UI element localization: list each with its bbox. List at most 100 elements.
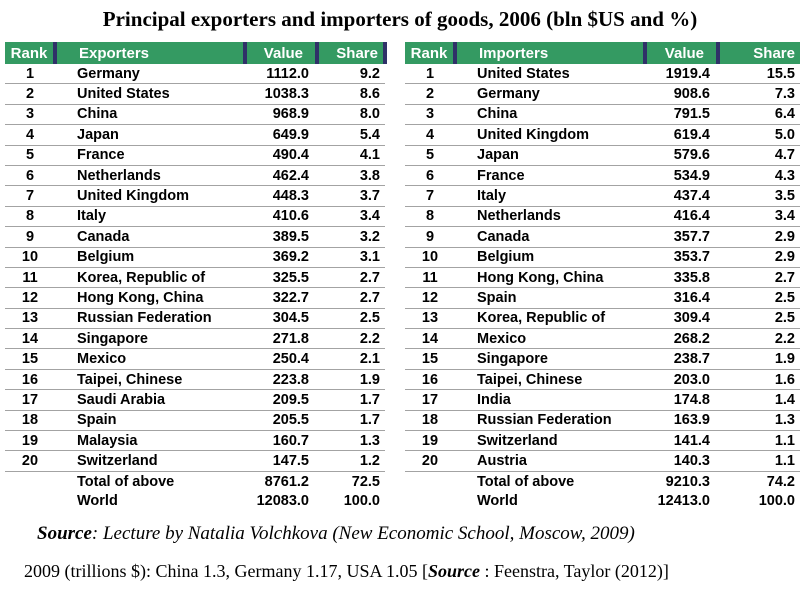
rank-cell: 11 [405,267,455,289]
value-cell: 309.4 [645,308,718,330]
country-cell: United Kingdom [55,185,245,207]
share-cell: 1.1 [718,430,800,452]
country-cell: Italy [455,185,645,207]
country-cell: Singapore [455,348,645,370]
rank-cell: 4 [5,124,55,146]
value-cell: 325.5 [245,267,317,289]
share-cell: 7.3 [718,83,800,105]
country-cell: Germany [455,83,645,105]
footnote-suffix: : Feenstra, Taylor (2012)] [480,561,669,581]
rank-cell: 7 [405,185,455,207]
share-cell: 3.4 [317,206,385,228]
importers-header-row: Rank Importers Value Share [405,42,800,64]
total-row: Total of above 9210.3 74.2 [405,471,800,491]
country-cell: United States [455,64,645,85]
share-cell: 2.5 [718,287,800,309]
table-row: 15 Mexico 250.4 2.1 [5,348,385,370]
value-cell: 8761.2 [264,473,309,490]
share-cell: 3.8 [317,165,385,187]
country-cell: Netherlands [55,165,245,187]
share-cell: 2.2 [718,328,800,350]
column-header-share: Share [315,42,387,64]
share-cell: 1.6 [718,369,800,391]
share-cell: 2.7 [718,267,800,289]
value-cell: 534.9 [645,165,718,187]
share-cell: 8.0 [317,104,385,126]
share-cell: 5.4 [317,124,385,146]
table-row: 20 Austria 140.3 1.1 [405,450,800,472]
country-cell: Germany [55,64,245,85]
table-row: 6 France 534.9 4.3 [405,165,800,187]
country-cell: France [455,165,645,187]
share-cell: 1.4 [718,389,800,411]
share-cell: 2.7 [317,287,385,309]
table-row: 19 Malaysia 160.7 1.3 [5,430,385,452]
rank-cell: 6 [5,165,55,187]
rank-cell [5,471,55,491]
value-cell: 163.9 [645,410,718,432]
value-cell: 12083.0 [256,492,309,509]
table-row: 10 Belgium 353.7 2.9 [405,247,800,268]
table-row: 18 Spain 205.5 1.7 [5,410,385,432]
column-header-importers: Importers [453,42,645,64]
value-cell: 209.5 [245,389,317,411]
country-cell: China [55,104,245,126]
country-cell: France [55,145,245,166]
country-cell: Spain [55,410,245,432]
total-row: World 12083.0 100.0 [5,491,385,510]
share-cell: 4.3 [718,165,800,187]
share-cell: 3.5 [718,185,800,207]
rank-cell: 13 [405,308,455,330]
country-cell: Switzerland [455,430,645,452]
country-cell: Canada [55,226,245,248]
share-cell: 4.7 [718,145,800,166]
table-row: 1 Germany 1112.0 9.2 [5,64,385,85]
country-cell: Mexico [455,328,645,350]
value-cell: 410.6 [245,206,317,228]
importers-table: Rank Importers Value Share 1 United States 19… [405,42,800,511]
exporters-header-row: Rank Exporters Value Share [5,42,387,64]
rank-cell: 1 [5,64,55,85]
value-cell: 205.5 [245,410,317,432]
share-cell: 1.3 [718,410,800,432]
share-cell: 1.2 [317,450,385,472]
table-row: 13 Korea, Republic of 309.4 2.5 [405,308,800,330]
column-header-value: Value [643,42,718,64]
rank-cell [405,491,455,510]
share-cell: 74.2 [766,473,795,490]
country-cell: Hong Kong, China [55,287,245,309]
share-cell: 2.2 [317,328,385,350]
table-row: 18 Russian Federation 163.9 1.3 [405,410,800,432]
value-cell: 304.5 [245,308,317,330]
value-cell: 140.3 [645,450,718,472]
share-cell: 2.1 [317,348,385,370]
rank-cell [405,471,455,491]
table-row: 13 Russian Federation 304.5 2.5 [5,308,385,330]
share-cell: 3.7 [317,185,385,207]
share-cell: 2.5 [718,308,800,330]
share-cell: 100.0 [343,492,380,509]
share-cell: 2.9 [718,247,800,268]
country-cell: Russian Federation [55,308,245,330]
rank-cell: 10 [5,247,55,268]
rank-cell: 12 [5,287,55,309]
value-cell: 1038.3 [245,83,317,105]
value-cell: 908.6 [645,83,718,105]
table-row: 9 Canada 389.5 3.2 [5,226,385,248]
rank-cell: 11 [5,267,55,289]
table-row: 5 France 490.4 4.1 [5,145,385,166]
table-row: 10 Belgium 369.2 3.1 [5,247,385,268]
footnote-2009-values: 2009 (trillions $): China 1.3, Germany 1… [24,561,669,582]
share-cell: 3.1 [317,247,385,268]
value-cell: 268.2 [645,328,718,350]
table-row: 17 Saudi Arabia 209.5 1.7 [5,389,385,411]
value-cell: 437.4 [645,185,718,207]
total-label-cell: Total of above [477,473,575,490]
table-row: 15 Singapore 238.7 1.9 [405,348,800,370]
rank-cell: 17 [405,389,455,411]
country-cell: Austria [455,450,645,472]
country-cell: Japan [455,145,645,166]
country-cell: Canada [455,226,645,248]
rank-cell: 8 [5,206,55,228]
rank-cell: 18 [405,410,455,432]
